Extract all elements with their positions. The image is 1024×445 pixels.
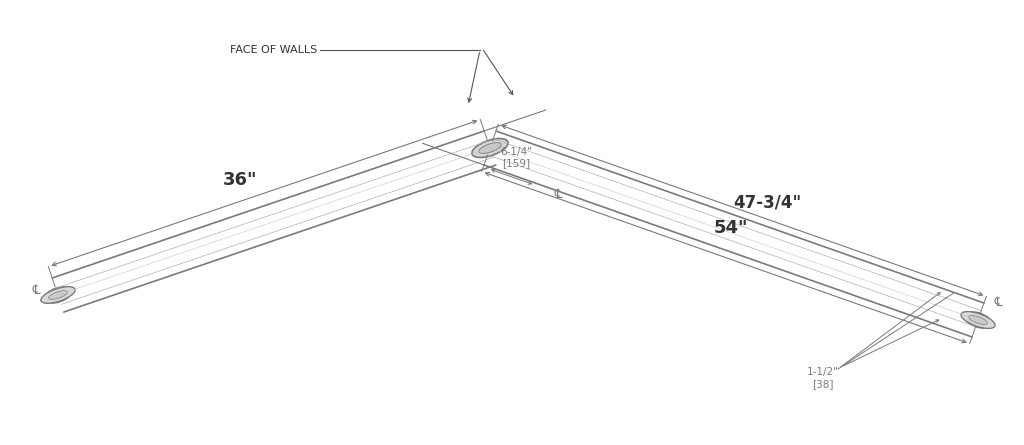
Ellipse shape: [48, 291, 68, 299]
Text: FACE OF WALLS: FACE OF WALLS: [230, 45, 317, 55]
Ellipse shape: [41, 287, 75, 303]
Ellipse shape: [472, 138, 508, 158]
Text: 36": 36": [222, 171, 257, 189]
Text: 54": 54": [714, 219, 749, 237]
Text: ℄: ℄: [553, 188, 564, 201]
Ellipse shape: [961, 312, 995, 328]
Ellipse shape: [969, 316, 987, 324]
Text: ℄: ℄: [992, 295, 1004, 308]
Ellipse shape: [965, 312, 991, 328]
Text: [159]: [159]: [503, 158, 530, 168]
Text: 6-1/4": 6-1/4": [501, 147, 532, 157]
Text: 1-1/2": 1-1/2": [807, 367, 839, 377]
Ellipse shape: [45, 287, 72, 303]
Text: 47-3/4": 47-3/4": [733, 194, 802, 211]
Ellipse shape: [479, 143, 501, 154]
Text: ℄: ℄: [31, 283, 42, 296]
Text: [38]: [38]: [812, 379, 834, 389]
